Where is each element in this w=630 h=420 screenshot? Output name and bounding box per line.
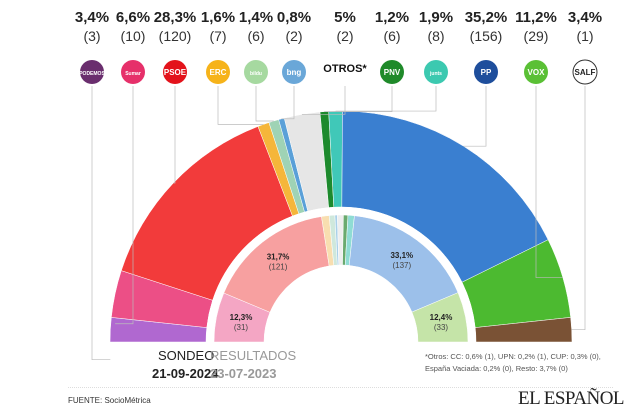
inner-seats-label: (137) xyxy=(392,261,411,270)
inner-seats-label: (33) xyxy=(434,323,449,332)
party-logo-icon xyxy=(244,60,268,84)
otros-footnote: *Otros: CC: 0,6% (1), UPN: 0,2% (1), CUP… xyxy=(425,352,601,373)
connector-line xyxy=(255,86,274,122)
party-logo-icon xyxy=(474,60,498,84)
party-logo-icon xyxy=(206,60,230,84)
inner-seats-label: (121) xyxy=(269,263,288,272)
seats-label-8: (8) xyxy=(427,28,444,44)
legend-sondeo: SONDEO xyxy=(158,348,215,363)
pct-label-6: 5% xyxy=(334,9,356,26)
seats-label-2: (120) xyxy=(159,28,192,44)
connector-line xyxy=(115,86,134,325)
seats-label-4: (6) xyxy=(247,28,264,44)
inner-segment-vox xyxy=(411,292,469,343)
seats-label-0: (3) xyxy=(83,28,100,44)
pct-label-5: 0,8% xyxy=(277,9,311,26)
seats-label-10: (29) xyxy=(524,28,549,44)
inner-seats-label: (31) xyxy=(234,323,249,332)
otros-label: OTROS* xyxy=(323,63,367,75)
seats-label-11: (1) xyxy=(576,28,593,44)
pct-label-8: 1,9% xyxy=(419,9,453,26)
party-logo-text: PSOE xyxy=(164,68,187,77)
pct-label-2: 28,3% xyxy=(154,9,197,26)
party-logo-text: PODEMOS xyxy=(79,71,105,77)
party-logo-icon xyxy=(121,60,145,84)
party-logo-icon xyxy=(282,60,306,84)
seats-label-3: (7) xyxy=(209,28,226,44)
inner-pct-label: 31,7% xyxy=(267,253,290,262)
party-logo-text: junts xyxy=(429,71,442,77)
inner-pct-label: 12,3% xyxy=(230,313,253,322)
connector-line xyxy=(463,86,487,147)
connector-line xyxy=(173,86,176,184)
connector-line xyxy=(217,86,264,125)
connector-line xyxy=(281,86,295,120)
connector-line xyxy=(335,86,437,112)
pct-label-1: 6,6% xyxy=(116,9,150,26)
party-logo-text: bildu xyxy=(250,71,262,77)
connector-line xyxy=(535,86,563,278)
inner-pct-label: 12,4% xyxy=(430,313,453,322)
divider xyxy=(68,387,613,388)
connector-line xyxy=(91,86,111,361)
pct-label-4: 1,4% xyxy=(239,9,273,26)
connector-line xyxy=(571,86,586,331)
party-logo-text: PP xyxy=(481,68,492,77)
brand-logo: EL ESPAÑOL xyxy=(518,388,625,409)
party-logo-text: Sumar xyxy=(125,71,141,77)
seats-label-5: (2) xyxy=(285,28,302,44)
pct-label-3: 1,6% xyxy=(201,9,235,26)
party-logo-icon xyxy=(380,60,404,84)
party-logo-text: PNV xyxy=(384,68,401,77)
connector-line xyxy=(301,86,346,115)
pct-label-9: 35,2% xyxy=(465,9,508,26)
source-label: FUENTE: SocioMétrica xyxy=(68,396,151,405)
seats-label-6: (2) xyxy=(336,28,353,44)
pct-label-11: 3,4% xyxy=(568,9,602,26)
party-logo-text: SALF xyxy=(575,68,596,77)
pct-label-7: 1,2% xyxy=(375,9,409,26)
seats-label-1: (10) xyxy=(121,28,146,44)
seats-label-9: (156) xyxy=(470,28,503,44)
inner-pct-label: 33,1% xyxy=(390,251,413,260)
pct-label-10: 11,2% xyxy=(515,9,557,26)
seats-label-7: (6) xyxy=(383,28,400,44)
party-logo-text: bng xyxy=(287,68,302,77)
connector-line xyxy=(324,86,393,112)
party-logo-text: VOX xyxy=(528,68,546,77)
party-logo-icon xyxy=(80,60,104,84)
party-logo-icon xyxy=(163,60,187,84)
party-logo-text: ERC xyxy=(210,68,227,77)
party-logo-icon xyxy=(524,60,548,84)
party-logo-icon xyxy=(572,59,598,85)
party-logo-icon xyxy=(424,60,448,84)
legend-resultados: RESULTADOS xyxy=(210,348,297,363)
date-sondeo: 21-09-2024 xyxy=(152,366,219,381)
date-resultados: 23-07-2023 xyxy=(210,366,277,381)
pct-label-0: 3,4% xyxy=(75,9,109,26)
